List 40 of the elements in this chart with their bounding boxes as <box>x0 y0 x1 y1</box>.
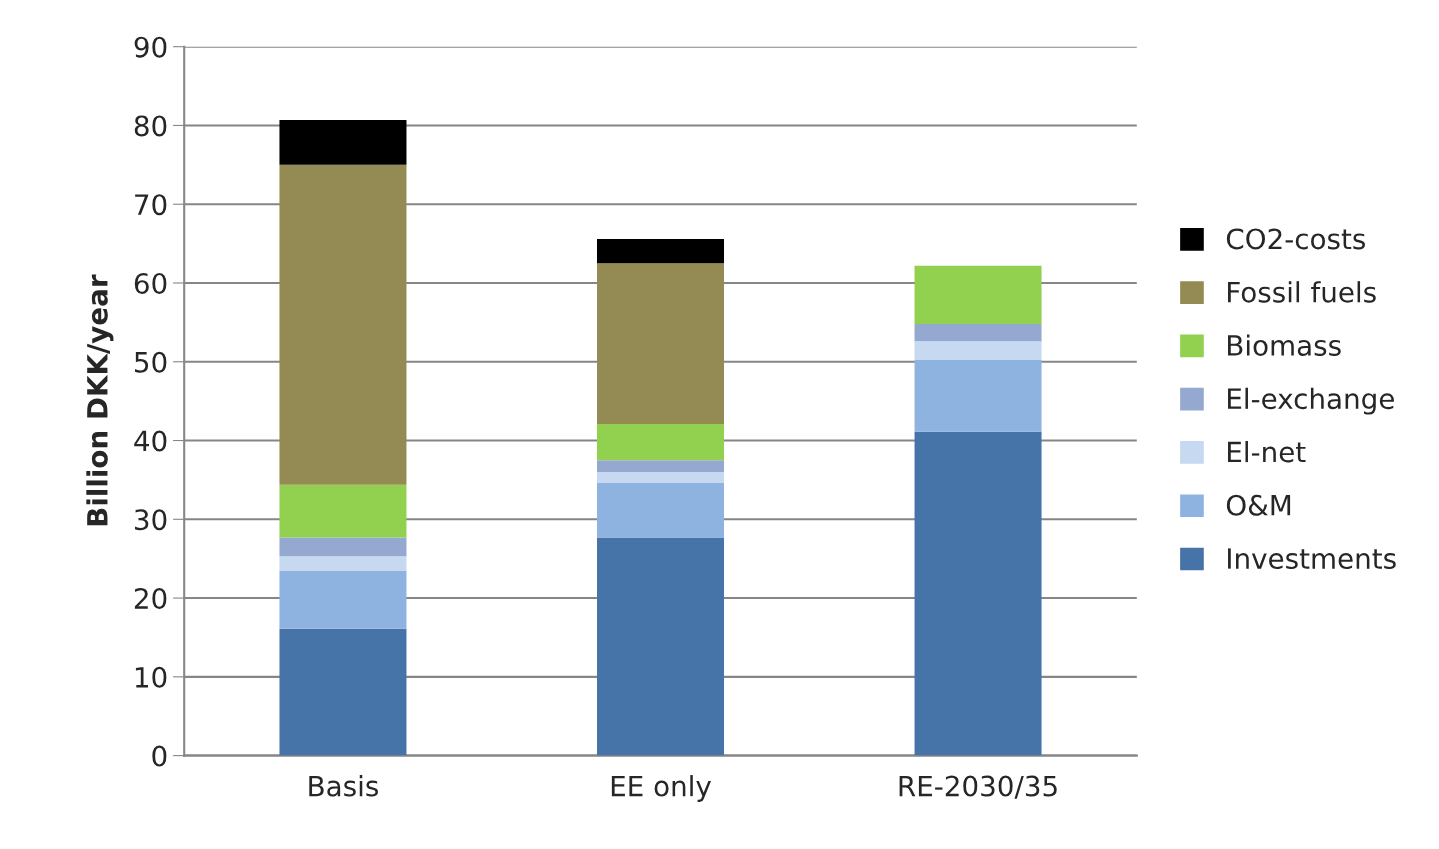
y-tick-label: 50 <box>135 351 167 373</box>
bar <box>279 484 407 538</box>
bar <box>914 323 1042 342</box>
bar <box>596 472 725 484</box>
x-tick-label: EE only <box>611 775 712 802</box>
legend-label: Investments <box>1228 548 1396 570</box>
legend-label: Fossil fuels <box>1228 281 1376 303</box>
bar <box>279 164 407 485</box>
bar <box>279 570 407 629</box>
legend-label: El-exchange <box>1228 387 1394 415</box>
bar <box>914 341 1042 360</box>
y-tick-label: 20 <box>134 588 167 610</box>
x-tick-label: RE-2030/35 <box>899 775 1057 799</box>
y-tick-label: 40 <box>134 430 167 452</box>
bar <box>596 263 725 424</box>
legend-label: Biomass <box>1228 334 1341 356</box>
y-tick-label: 80 <box>134 115 167 137</box>
bar <box>279 537 407 557</box>
bar <box>279 119 407 165</box>
bar <box>596 238 725 264</box>
y-tick-label: 90 <box>134 36 167 58</box>
x-tick-label: Basis <box>309 775 378 797</box>
bar <box>596 537 725 756</box>
bar <box>596 460 725 473</box>
legend-label: CO2-costs <box>1226 228 1366 250</box>
bar <box>596 424 725 461</box>
y-tick-label: 60 <box>134 272 167 294</box>
bar <box>914 265 1042 324</box>
bar <box>596 483 725 538</box>
bar <box>279 556 407 571</box>
y-tick-label: 70 <box>135 194 167 216</box>
bar <box>279 628 407 756</box>
y-tick-label: 0 <box>152 745 167 767</box>
y-axis-title: Billion DKK/year <box>86 274 114 526</box>
bar <box>914 359 1042 432</box>
y-tick-label: 10 <box>135 666 167 688</box>
bar <box>914 431 1042 756</box>
y-tick-label: 30 <box>134 509 167 531</box>
legend-label: El-net <box>1228 440 1306 463</box>
legend-label: O&M <box>1226 494 1291 516</box>
